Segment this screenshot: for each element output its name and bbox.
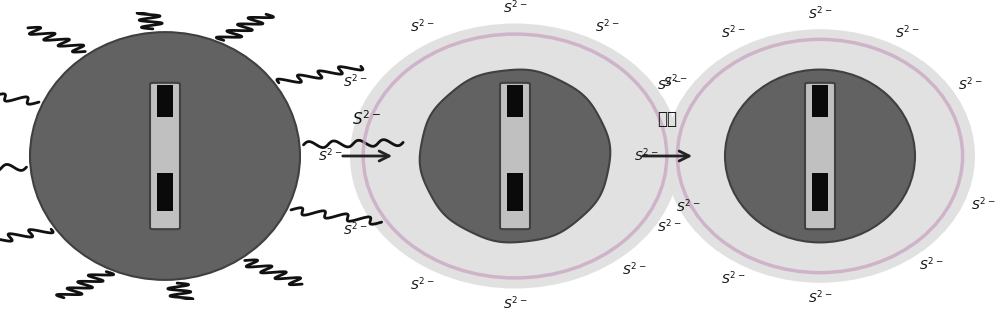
Ellipse shape	[350, 23, 680, 289]
Text: $S^{2-}$: $S^{2-}$	[958, 77, 983, 93]
FancyBboxPatch shape	[150, 83, 180, 229]
Ellipse shape	[30, 32, 300, 280]
Text: 光照: 光照	[657, 110, 677, 128]
Text: $S^{2-}$: $S^{2-}$	[634, 148, 659, 164]
Text: $S^{2-}$: $S^{2-}$	[318, 148, 342, 164]
Text: $S^{2-}$: $S^{2-}$	[919, 256, 944, 273]
Text: $S^{2-}$: $S^{2-}$	[663, 74, 687, 90]
Text: $S^{2-}$: $S^{2-}$	[971, 196, 995, 213]
Bar	[812, 85, 828, 117]
Text: $S^{2-}$: $S^{2-}$	[721, 25, 745, 41]
Text: $S^{2-}$: $S^{2-}$	[343, 74, 367, 90]
Text: $S^{2-}$: $S^{2-}$	[657, 77, 682, 93]
Ellipse shape	[665, 29, 975, 283]
Bar	[812, 173, 828, 211]
Text: $S^{2-}$: $S^{2-}$	[595, 19, 620, 36]
FancyBboxPatch shape	[805, 83, 835, 229]
Bar	[157, 85, 173, 117]
Bar	[157, 173, 173, 211]
Text: $S^{2-}$: $S^{2-}$	[503, 296, 527, 312]
Text: $S^{2-}$: $S^{2-}$	[808, 6, 832, 22]
Bar	[507, 173, 523, 211]
Text: $S^{2-}$: $S^{2-}$	[410, 19, 435, 36]
FancyBboxPatch shape	[500, 83, 530, 229]
Bar	[507, 85, 523, 117]
Text: $S^{2-}$: $S^{2-}$	[622, 261, 646, 278]
Text: $S^{2-}$: $S^{2-}$	[895, 25, 919, 41]
Text: $S^{2-}$: $S^{2-}$	[676, 198, 701, 215]
Text: $S^{2-}$: $S^{2-}$	[721, 271, 745, 287]
Text: $S^{2-}$: $S^{2-}$	[808, 290, 832, 306]
Text: $S^{2-}$: $S^{2-}$	[343, 222, 367, 238]
Ellipse shape	[725, 70, 915, 242]
Text: $S^{2-}$: $S^{2-}$	[410, 276, 435, 293]
PathPatch shape	[420, 70, 610, 242]
Text: $S^{2-}$: $S^{2-}$	[352, 109, 382, 128]
Text: $S^{2-}$: $S^{2-}$	[657, 219, 682, 235]
Text: $S^{2-}$: $S^{2-}$	[503, 0, 527, 16]
